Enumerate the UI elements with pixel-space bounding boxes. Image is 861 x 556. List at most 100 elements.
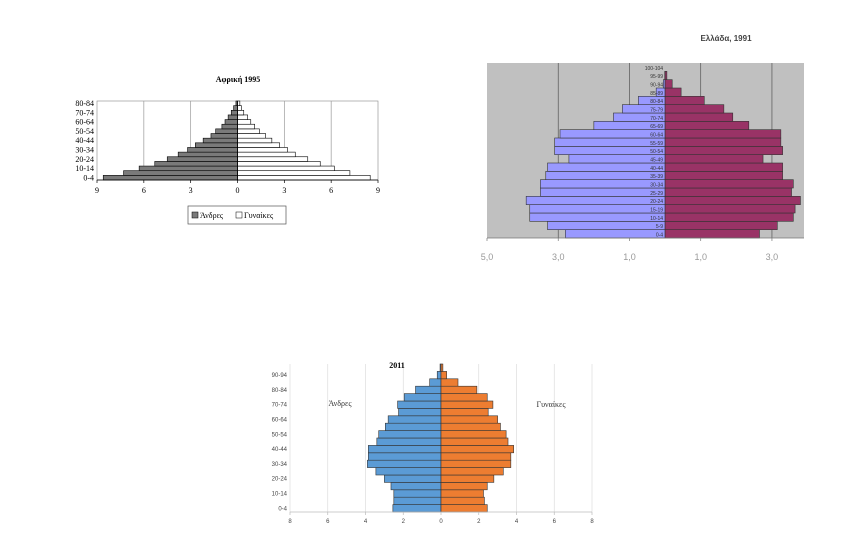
bar-women-65-69	[440, 408, 489, 417]
category-label: 70-74	[650, 116, 663, 122]
bar-men-10-14	[393, 489, 442, 498]
y-tick-label: 20-24	[75, 155, 94, 164]
category-label: 65-69	[650, 124, 663, 130]
category-label: 95-99	[650, 74, 663, 80]
bar-women-25-29	[440, 467, 504, 476]
x-tick-label: 9	[376, 186, 380, 195]
bar-women-0-4	[440, 504, 488, 513]
chart-title: Αφρική 1995	[216, 75, 261, 84]
category-label: 50-54	[650, 149, 663, 155]
legend-swatch-women	[235, 211, 243, 219]
bar-men-25-29	[375, 467, 442, 476]
x-tick-label: 5,0	[481, 252, 494, 262]
x-tick-label: 3,0	[552, 252, 565, 262]
bar-women-85-89	[440, 378, 459, 387]
legend-label-women: Γυναίκες	[244, 211, 274, 220]
category-label: 90-94	[650, 83, 663, 89]
bar-men-75-79	[403, 393, 442, 402]
category-label: 30-34	[650, 183, 663, 189]
annotation-men: Άνδρες	[328, 399, 352, 408]
category-label: 45-49	[650, 158, 663, 164]
bar-men-90-94	[436, 371, 442, 380]
x-tick-label: 4	[515, 519, 519, 525]
bar-women-90-94	[664, 79, 673, 89]
category-label: 10-14	[650, 216, 663, 222]
x-tick-label: 6	[553, 519, 557, 525]
bar-women-15-19	[440, 482, 488, 491]
bar-women-20-24	[440, 474, 495, 483]
bar-women-5-9	[440, 496, 485, 505]
y-tick-label: 10-14	[272, 492, 288, 498]
x-tick-label: 4	[364, 519, 368, 525]
x-tick-label: 9	[95, 186, 99, 195]
x-tick-label: 0	[439, 519, 443, 525]
x-tick-label: 6	[326, 519, 330, 525]
bar-men-85-89	[429, 378, 442, 387]
bar-women-80-84	[440, 385, 478, 394]
y-tick-label: 30-34	[75, 145, 94, 154]
category-label: 55-59	[650, 141, 663, 147]
y-tick-label: 60-64	[75, 118, 94, 127]
annotation-women: Γυναίκες	[536, 400, 566, 409]
y-tick-label: 10-14	[75, 164, 94, 173]
bar-women-95-99	[440, 363, 444, 372]
x-tick-label: 1,0	[694, 252, 707, 262]
category-label: 5-9	[656, 224, 663, 230]
bar-men-15-19	[390, 482, 442, 491]
x-tick-label: 2	[477, 519, 481, 525]
category-label: 0-4	[656, 233, 663, 239]
x-tick-label: 6	[329, 186, 333, 195]
chart-title: Ελλάδα, 1991	[700, 34, 752, 43]
bar-men-65-69	[398, 408, 442, 417]
x-tick-label: 2	[402, 519, 406, 525]
category-label: 100-104	[645, 66, 664, 72]
y-tick-label: 50-54	[272, 432, 288, 438]
bar-men-0-4	[392, 504, 442, 513]
bar-men-5-9	[393, 496, 442, 505]
bar-women-95-99	[664, 71, 668, 80]
category-label: 15-19	[650, 208, 663, 214]
category-label: 80-84	[650, 99, 663, 105]
bar-men-35-39	[368, 452, 442, 461]
bar-women-75-79	[440, 393, 488, 402]
category-label: 25-29	[650, 191, 663, 197]
category-label: 75-79	[650, 108, 663, 114]
x-tick-label: 8	[288, 519, 292, 525]
bar-men-70-74	[397, 400, 442, 409]
bar-women-10-14	[440, 489, 484, 498]
y-tick-label: 90-94	[272, 373, 288, 379]
bar-women-55-59	[440, 422, 501, 431]
y-tick-label: 50-54	[75, 127, 94, 136]
bar-women-45-49	[440, 437, 509, 446]
bar-men-45-49	[376, 437, 442, 446]
y-tick-label: 80-84	[75, 99, 94, 108]
x-tick-label: 6	[142, 186, 146, 195]
y-tick-label: 0-4	[278, 506, 287, 512]
chart-title: 2011	[389, 361, 405, 370]
x-tick-label: 1,0	[623, 252, 636, 262]
y-tick-label: 70-74	[272, 403, 288, 409]
y-tick-label: 40-44	[272, 447, 288, 453]
x-tick-label: 3	[282, 186, 286, 195]
y-tick-label: 60-64	[272, 418, 288, 424]
bar-women-70-74	[440, 400, 494, 409]
y-tick-label: 40-44	[75, 136, 94, 145]
bar-women-80-84	[664, 96, 705, 105]
bar-women-35-39	[440, 452, 512, 461]
y-tick-label: 80-84	[272, 388, 288, 394]
bar-women-60-64	[440, 415, 498, 424]
bar-women-30-34	[440, 459, 512, 468]
category-label: 60-64	[650, 133, 663, 139]
x-tick-label: 0	[236, 186, 240, 195]
category-label: 40-44	[650, 166, 663, 172]
y-tick-label: 0-4	[83, 173, 94, 182]
bar-men-80-84	[415, 385, 442, 394]
bar-men-40-44	[368, 445, 442, 454]
bar-women-90-94	[440, 371, 447, 380]
bar-men-55-59	[385, 422, 442, 431]
legend-swatch-men	[191, 211, 199, 219]
category-label: 35-39	[650, 174, 663, 180]
bar-women-40-44	[440, 445, 514, 454]
category-label: 20-24	[650, 199, 663, 205]
